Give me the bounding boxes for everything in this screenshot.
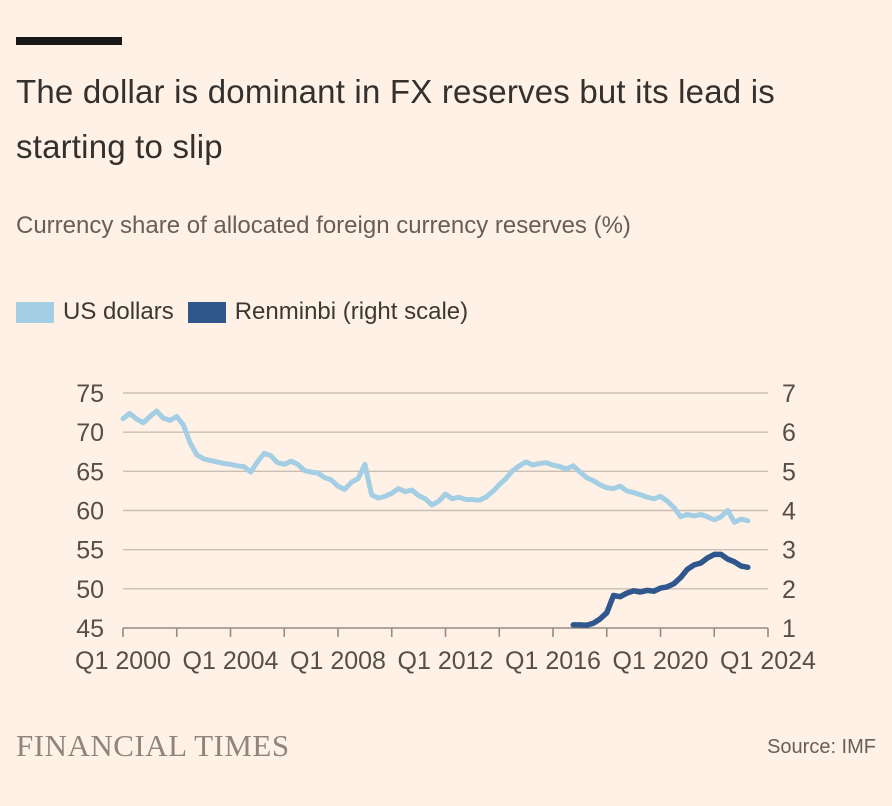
- svg-text:55: 55: [76, 537, 104, 565]
- svg-text:7: 7: [782, 380, 796, 408]
- svg-text:3: 3: [782, 537, 796, 565]
- chart-subtitle: Currency share of allocated foreign curr…: [16, 212, 631, 239]
- svg-text:Q1 2000: Q1 2000: [75, 647, 171, 675]
- legend-item-renminbi: Renminbi (right scale): [187, 298, 469, 326]
- source-credit: Source: IMF: [767, 736, 876, 758]
- svg-text:Q1 2004: Q1 2004: [183, 647, 279, 675]
- page-title-line-2: starting to slip: [16, 128, 223, 165]
- us-dollars-label: US dollars: [63, 298, 174, 325]
- svg-text:75: 75: [76, 380, 104, 408]
- legend-item-us-dollars: US dollars: [16, 298, 174, 326]
- svg-text:1: 1: [782, 615, 796, 643]
- renminbi-swatch: [187, 301, 226, 323]
- svg-text:Q1 2012: Q1 2012: [398, 647, 494, 675]
- svg-text:Q1 2016: Q1 2016: [505, 647, 601, 675]
- svg-text:Q1 2008: Q1 2008: [290, 647, 386, 675]
- svg-text:65: 65: [76, 458, 104, 486]
- chart-canvas: 75 7 70 6 65 5 60 4 55 3 50 2 45 1 Q1 2000 Q1 2004 Q1 20…: [75, 380, 816, 675]
- line-chart: 75 7 70 6 65 5 60 4 55 3 50 2 45 1 Q1 2000 Q1 2004 Q1 20…: [0, 363, 892, 693]
- renminbi-label: Renminbi (right scale): [234, 298, 469, 325]
- page-title: The dollar is dominant in FX reserves bu…: [16, 64, 880, 174]
- kicker-bar: [16, 37, 122, 45]
- svg-text:2: 2: [782, 576, 796, 604]
- svg-text:6: 6: [782, 419, 796, 447]
- svg-text:45: 45: [76, 615, 104, 643]
- svg-text:50: 50: [76, 576, 104, 604]
- us-dollars-swatch: [16, 301, 54, 323]
- svg-text:70: 70: [76, 419, 104, 447]
- financial-times-logo: FINANCIAL TIMES: [16, 728, 290, 763]
- chart-legend: US dollars Renminbi (right scale): [16, 298, 468, 326]
- svg-text:Q1 2020: Q1 2020: [613, 647, 709, 675]
- svg-text:5: 5: [782, 458, 796, 486]
- page-title-line-1: The dollar is dominant in FX reserves bu…: [16, 73, 775, 110]
- svg-text:4: 4: [782, 498, 796, 526]
- svg-text:Q1 2024: Q1 2024: [720, 647, 816, 675]
- svg-text:60: 60: [76, 498, 104, 526]
